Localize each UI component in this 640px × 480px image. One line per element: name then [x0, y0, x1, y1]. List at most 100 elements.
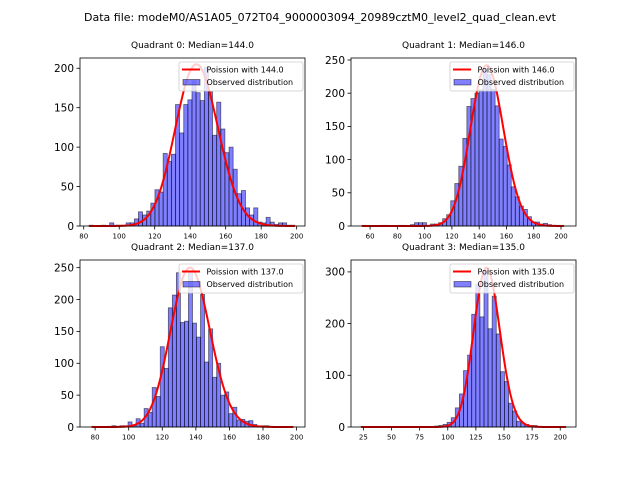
histogram-bar: [502, 145, 508, 227]
histogram-bar: [498, 138, 504, 227]
histogram-bar: [139, 422, 145, 428]
legend-box: [449, 263, 575, 294]
histogram-bar: [166, 160, 172, 227]
histogram-bar: [490, 88, 496, 227]
y-tick-label: 150: [54, 326, 74, 338]
x-tick-label: 200: [290, 434, 303, 442]
subplot-title: Quadrant 2: Median=137.0: [131, 243, 254, 253]
histogram-bar: [191, 80, 197, 227]
histogram-bar: [212, 376, 218, 428]
x-tick-label: 200: [554, 233, 567, 241]
x-tick-label: 160: [219, 233, 232, 241]
legend: Poission with 144.0 Observed distribution: [178, 61, 304, 92]
histogram-bar: [483, 270, 489, 428]
histogram-bar: [494, 105, 500, 227]
y-tick-label: 300: [325, 267, 345, 279]
x-tick-label: 120: [148, 233, 161, 241]
legend-bar-handle: [182, 79, 201, 86]
axes-frame: [350, 57, 577, 227]
legend-bar-label: Observed distribution: [478, 78, 565, 87]
histogram-bar: [510, 186, 516, 227]
histogram-bar: [155, 395, 161, 428]
histogram-bar: [147, 411, 153, 428]
legend: Poission with 135.0 Observed distribution: [449, 263, 575, 294]
histogram-bar: [204, 361, 210, 428]
histogram-bar: [228, 413, 234, 428]
histogram-bar: [482, 68, 488, 227]
x-tick-label: 80: [393, 233, 402, 241]
histogram-bar: [192, 322, 197, 428]
y-tick-label: 200: [54, 294, 74, 306]
x-tick-label: 100: [113, 233, 126, 241]
x-tick-label: 175: [525, 434, 538, 442]
histogram-bar: [220, 394, 226, 428]
subplot-quadrant-3: 25 50 75 100 125 150 175 200 0 100 200 300 Quadrant …: [325, 243, 577, 442]
x-tick-label: 80: [91, 434, 100, 442]
legend-bar-handle: [182, 281, 201, 288]
histogram-bar: [163, 367, 169, 428]
histogram-bar: [508, 402, 514, 428]
histogram-bar: [487, 328, 493, 428]
subplot-title: Quadrant 3: Median=135.0: [402, 243, 525, 253]
histogram-bar: [200, 294, 205, 428]
x-tick-label: 120: [156, 434, 169, 442]
subplot-quadrant-2: 80 100 120 140 160 180 200 0 50 100 150 200 250 Quadr…: [54, 243, 306, 442]
y-tick-label: 200: [325, 88, 345, 100]
histogram-bar: [504, 381, 509, 428]
y-tick-label: 0: [67, 422, 74, 434]
x-tick-label: 100: [441, 434, 454, 442]
histogram-bar: [180, 322, 185, 428]
legend-box: [178, 61, 304, 92]
histogram-bar: [195, 92, 201, 227]
y-tick-label: 150: [54, 102, 74, 114]
x-tick-label: 150: [497, 434, 510, 442]
histogram-bar: [188, 270, 193, 428]
legend-box: [449, 61, 575, 92]
histogram-bar: [236, 419, 242, 428]
x-tick-label: 200: [554, 434, 567, 442]
y-tick-label: 100: [54, 358, 74, 370]
y-tick-label: 50: [61, 390, 74, 402]
axes-frame: [79, 259, 306, 428]
legend-bar-handle: [453, 79, 472, 86]
histogram-bar: [212, 134, 218, 227]
histogram-bar: [159, 346, 165, 428]
x-tick-label: 100: [122, 434, 135, 442]
subplot-title: Quadrant 0: Median=144.0: [131, 41, 254, 51]
histogram-bar: [474, 92, 480, 227]
legend-bar-label: Observed distribution: [207, 280, 294, 289]
legend: Poission with 146.0 Observed distribution: [449, 61, 575, 92]
histogram-bar: [478, 89, 484, 227]
x-tick-label: 75: [415, 434, 424, 442]
histogram-bar: [516, 420, 522, 428]
y-tick-label: 200: [325, 318, 345, 330]
histogram-bar: [479, 316, 485, 428]
x-tick-label: 125: [469, 434, 482, 442]
legend-curve-label: Poission with 144.0: [207, 66, 284, 75]
y-tick-label: 0: [338, 422, 345, 434]
x-tick-label: 60: [366, 233, 375, 241]
legend-bar-label: Observed distribution: [207, 78, 294, 87]
histogram-bar: [208, 91, 213, 227]
x-tick-label: 25: [359, 434, 368, 442]
legend-curve-label: Poission with 146.0: [478, 66, 555, 75]
legend-bar-label: Observed distribution: [478, 280, 565, 289]
x-tick-label: 140: [184, 233, 197, 241]
x-tick-label: 180: [256, 434, 269, 442]
y-tick-label: 250: [54, 262, 74, 274]
y-tick-label: 200: [54, 63, 74, 75]
histogram-bar: [183, 104, 189, 227]
histogram-bar: [499, 371, 505, 428]
y-tick-label: 100: [325, 154, 345, 166]
legend: Poission with 137.0 Observed distribution: [178, 263, 304, 294]
y-tick-label: 100: [325, 370, 345, 382]
y-tick-label: 0: [67, 221, 74, 233]
histogram-bars: [360, 270, 567, 428]
axes-frame: [350, 259, 577, 428]
subplot-title: Quadrant 1: Median=146.0: [402, 41, 525, 51]
x-tick-label: 160: [500, 233, 513, 241]
histogram-bar: [506, 164, 512, 227]
y-tick-label: 50: [61, 181, 74, 193]
x-tick-label: 180: [254, 233, 267, 241]
